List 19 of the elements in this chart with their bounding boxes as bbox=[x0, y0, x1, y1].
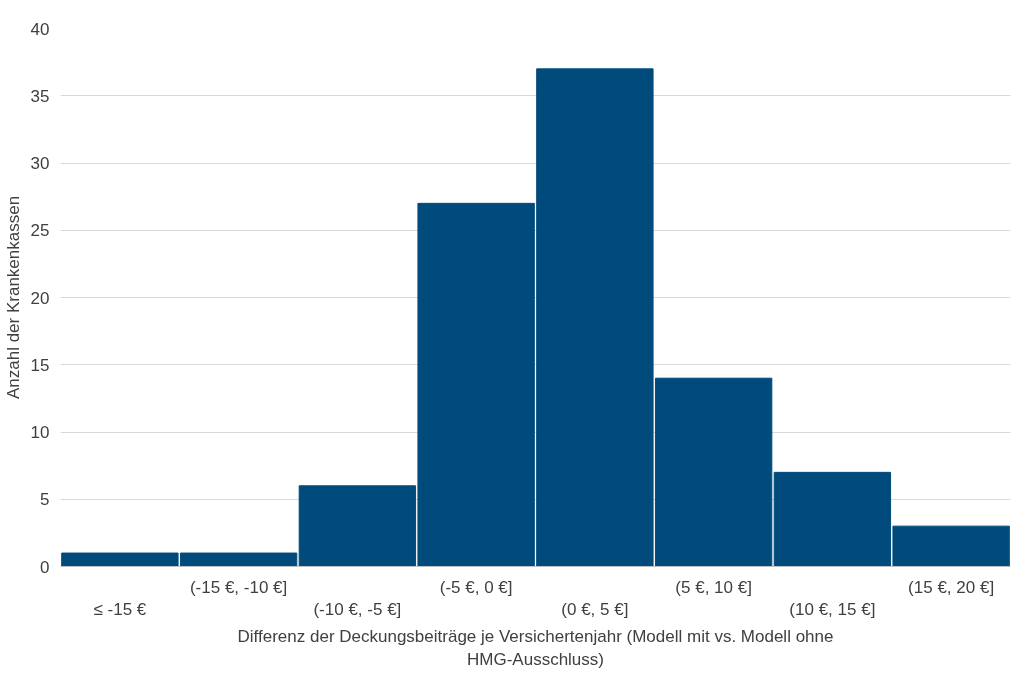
y-axis-title: Anzahl der Krankenkassen bbox=[3, 195, 23, 400]
x-tick-label: (0 €, 5 €] bbox=[561, 600, 629, 620]
y-tick-label: 10 bbox=[30, 423, 50, 442]
y-tick-label: 5 bbox=[40, 490, 50, 510]
x-tick-label: ≤ -15 € bbox=[93, 600, 147, 620]
y-tick-label: 30 bbox=[30, 154, 50, 173]
x-tick-label: (5 €, 10 €] bbox=[675, 577, 752, 597]
x-tick-label: (10 €, 15 €] bbox=[789, 600, 876, 620]
y-tick-label: 20 bbox=[30, 288, 50, 308]
x-tick-label: (-10 €, -5 €] bbox=[313, 600, 402, 620]
y-tick-label: 15 bbox=[30, 355, 50, 375]
y-tick-label: 0 bbox=[40, 557, 50, 577]
y-tick-label: 25 bbox=[30, 221, 50, 241]
x-tick-label: (15 €, 20 €] bbox=[908, 577, 995, 597]
y-tick-label: 35 bbox=[30, 86, 50, 106]
x-axis-title: Differenz der Deckungsbeiträge je Versichertenjahr (Modell mit vs. Modell ohne HMG-Ausschluss) bbox=[237, 627, 834, 670]
x-tick-label: (-5 €, 0 €] bbox=[439, 577, 513, 597]
x-tick-label: (-15 €, -10 €] bbox=[189, 577, 288, 597]
y-tick-label: 40 bbox=[30, 19, 50, 39]
